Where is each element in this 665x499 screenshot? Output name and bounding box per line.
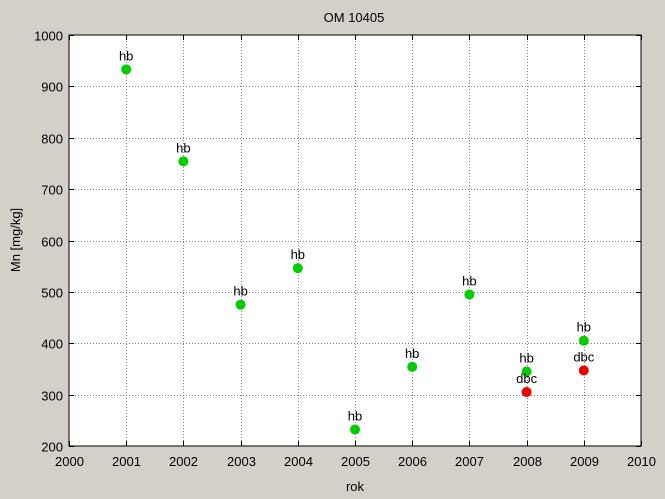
data-point-hb xyxy=(464,289,475,300)
data-label-hb: hb xyxy=(519,351,533,366)
data-label-hb: hb xyxy=(462,273,476,288)
x-tick-label: 2006 xyxy=(398,454,427,469)
y-axis-label: Mn [mg/kg] xyxy=(8,208,23,272)
x-tick-label: 2004 xyxy=(284,454,313,469)
y-tick-label: 700 xyxy=(41,183,63,198)
data-point-hb xyxy=(178,156,189,167)
data-label-hb: hb xyxy=(577,320,591,335)
x-tick-label: 2003 xyxy=(227,454,256,469)
data-point-dbc xyxy=(521,387,532,398)
chart-title: OM 10405 xyxy=(324,10,385,25)
axis-ticks: 2000 2001 2002 2003 2004 2005 2006 2007 2008 2009… xyxy=(34,29,656,470)
data-label-hb: hb xyxy=(291,247,305,262)
data-label-hb: hb xyxy=(405,346,419,361)
data-point-hb xyxy=(521,366,532,377)
grid-lines xyxy=(69,35,641,446)
y-tick-label: 900 xyxy=(41,80,63,95)
x-tick-label: 2010 xyxy=(627,454,656,469)
data-point-hb xyxy=(350,424,360,435)
data-point-hb xyxy=(235,299,246,310)
x-tick-label: 2009 xyxy=(570,454,599,469)
data-points: hb hb hb hb hb hb hb hb hb dbc dbc xyxy=(119,48,595,435)
data-point-hb xyxy=(407,361,418,372)
data-label-dbc: dbc xyxy=(516,371,537,386)
y-tick-label: 800 xyxy=(41,132,63,147)
data-point-dbc xyxy=(578,365,589,376)
data-point-hb xyxy=(578,335,589,346)
data-label-hb: hb xyxy=(233,284,247,299)
x-tick-label: 2005 xyxy=(341,454,370,469)
y-tick-label: 300 xyxy=(41,389,63,404)
x-tick-label: 2002 xyxy=(169,454,198,469)
plot-area xyxy=(68,34,642,447)
data-label-hb: hb xyxy=(348,409,362,424)
data-label-hb: hb xyxy=(119,48,133,63)
data-point-hb xyxy=(121,64,132,75)
y-tick-label: 1000 xyxy=(34,29,63,44)
x-tick-label: 2001 xyxy=(112,454,141,469)
y-tick-label: 200 xyxy=(41,440,63,455)
data-label-hb: hb xyxy=(176,140,190,155)
x-axis-label: rok xyxy=(346,479,365,494)
data-label-dbc: dbc xyxy=(573,349,594,364)
x-tick-label: 2007 xyxy=(455,454,484,469)
y-tick-label: 600 xyxy=(41,235,63,250)
x-tick-label: 2008 xyxy=(513,454,542,469)
data-point-hb xyxy=(292,263,303,274)
y-tick-label: 400 xyxy=(41,337,63,352)
y-tick-label: 500 xyxy=(41,286,63,301)
x-tick-label: 2000 xyxy=(55,454,84,469)
